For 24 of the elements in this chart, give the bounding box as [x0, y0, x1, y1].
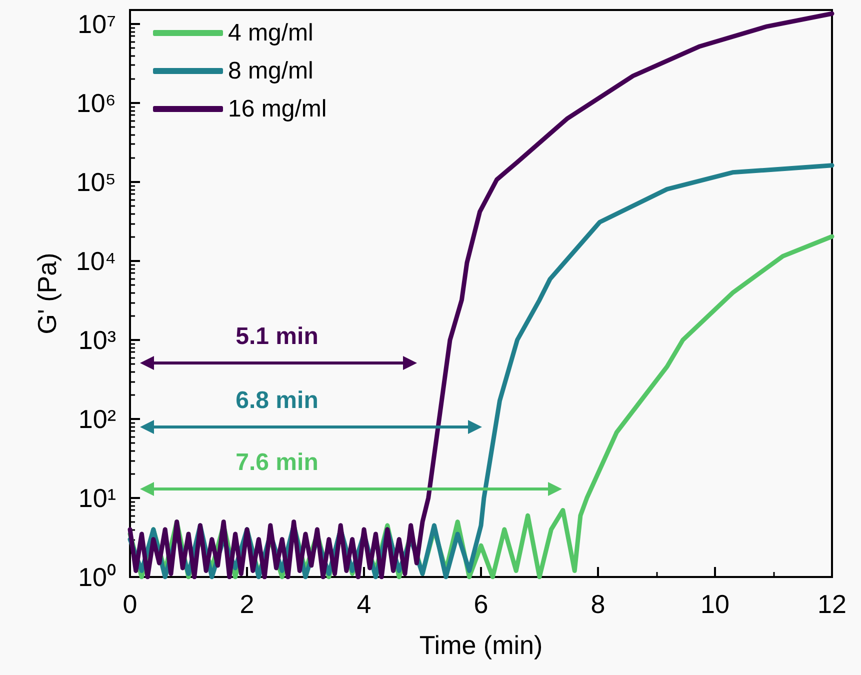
legend-label: 16 mg/ml	[228, 96, 327, 122]
line-series	[128, 11, 834, 580]
y-tick-label: 10³	[78, 324, 116, 355]
y-tick-label: 10⁵	[76, 166, 116, 197]
x-tick-label: 10	[700, 589, 730, 619]
x-axis-title: Time (min)	[419, 630, 543, 660]
annotation: 6.8 min	[236, 387, 318, 414]
y-tick-label: 10⁶	[76, 88, 116, 118]
y-tick-label: 10²	[78, 404, 116, 434]
y-tick-label: 10⁷	[78, 8, 116, 39]
x-tick-label: 6	[474, 589, 488, 619]
y-axis-title: G' (Pa)	[32, 252, 62, 334]
legend-label: 8 mg/ml	[228, 58, 314, 84]
annotation: 5.1 min	[236, 323, 318, 350]
y-tick-label: 10⁰	[78, 562, 116, 592]
x-tick-label: 4	[356, 589, 372, 619]
x-tick-label: 0	[122, 589, 138, 619]
x-tick-label: 8	[590, 589, 606, 619]
x-tick-label: 12	[818, 589, 846, 619]
annotation: 7.6 min	[236, 449, 318, 476]
y-tick-label: 10⁴	[76, 246, 116, 276]
y-tick-label: 10¹	[78, 482, 116, 513]
x-tick-label: 2	[240, 589, 254, 619]
legend-label: 4 mg/ml	[228, 20, 314, 46]
